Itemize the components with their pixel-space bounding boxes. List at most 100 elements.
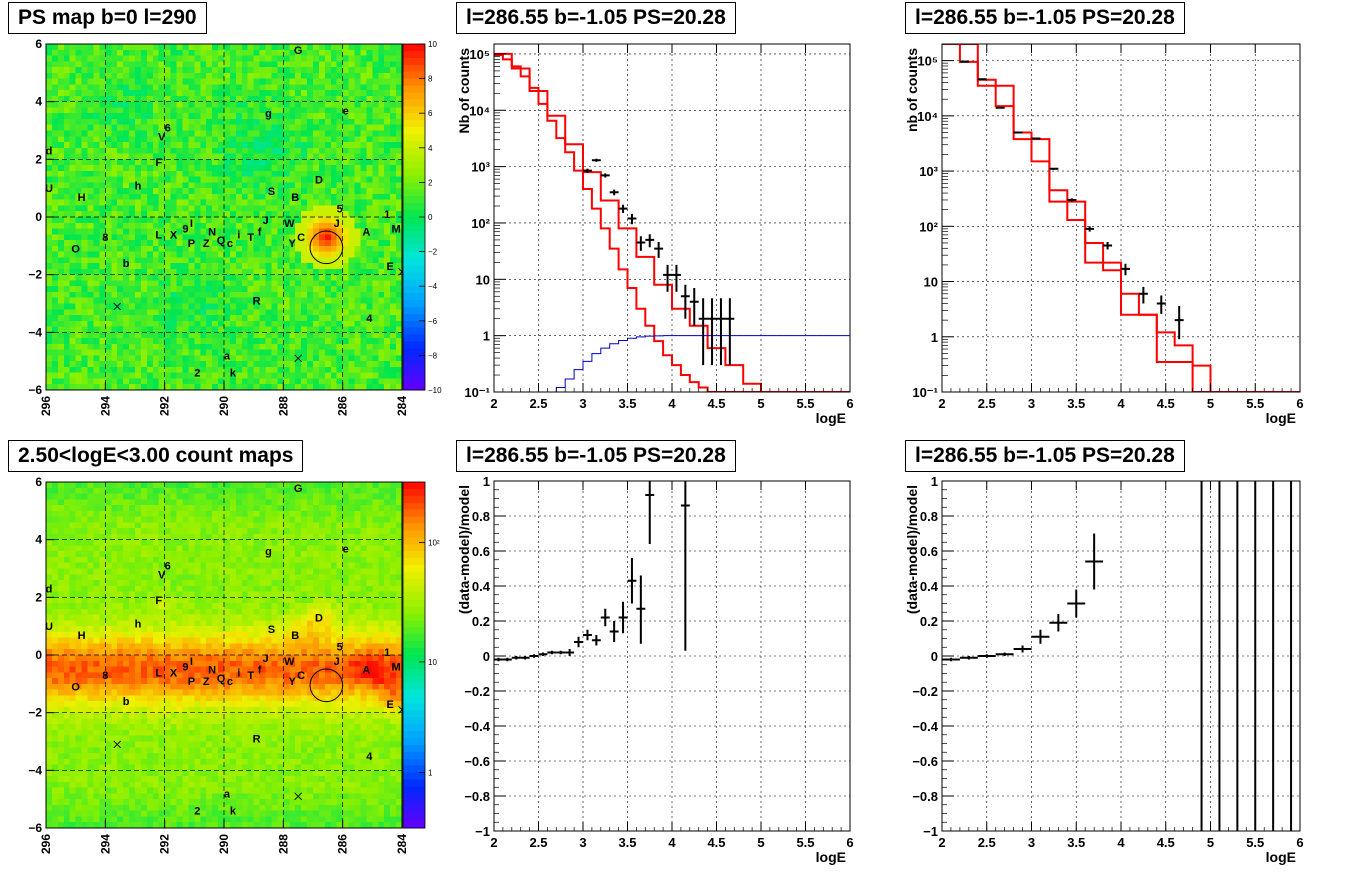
source-label: N (208, 226, 216, 238)
source-label: e (343, 543, 349, 555)
source-circle (309, 230, 344, 265)
data-point (1121, 263, 1130, 276)
y-tick-label: 0.6 (920, 544, 938, 559)
x-tick-label: 2 (938, 835, 945, 850)
source-label: M (391, 662, 400, 674)
source-label: B (291, 630, 299, 642)
y-tick-label: 10⁵ (917, 54, 938, 69)
y-tick-label: 0 (35, 648, 42, 662)
source-label: X (170, 229, 178, 241)
source-label: h (135, 618, 142, 630)
data-point (977, 654, 996, 658)
cross-marker (294, 792, 302, 801)
data-point (1085, 533, 1104, 590)
data-point (520, 656, 530, 660)
data-point (680, 284, 690, 319)
source-label: S (268, 186, 275, 198)
data-point (689, 288, 699, 326)
data-point (645, 481, 655, 544)
source-label: 6 (165, 561, 171, 573)
source-label: 8 (102, 232, 108, 244)
source-label: c (227, 238, 233, 250)
spectrum-top-mid-group: 2 2.5 3 3.5 4 4.5 5 5.5 6 10⁻¹ 1 10 10² 10³ 10⁴ 10⁵ logE… (456, 43, 854, 426)
source-label: Z (203, 238, 210, 250)
y-tick-label: 1 (931, 474, 938, 489)
data-point (672, 264, 681, 292)
colorbar-tick-label: 0 (428, 213, 433, 222)
y-tick-label: −6 (28, 821, 42, 835)
source-label: W (284, 218, 295, 230)
source-label: i (237, 667, 240, 679)
source-label: G (294, 45, 303, 57)
data-point (716, 298, 726, 366)
data-point (627, 558, 637, 604)
source-label: J (334, 218, 340, 230)
x-tick-label: 2 (490, 396, 497, 411)
y-tick-label: 10 (476, 272, 490, 287)
source-label: Q (217, 673, 226, 685)
y-tick-label: 10⁴ (917, 109, 938, 124)
colorbar-tick-label: 1 (428, 769, 433, 778)
source-label: b (123, 696, 130, 708)
data-point (680, 481, 690, 651)
source-label: H (78, 192, 86, 204)
source-label: X (170, 667, 178, 679)
residual-bottom-mid-group: 2 2.5 3 3.5 4 4.5 5 5.5 6 −1 −0.8 −0.6 −0.4 −0.2 0 0.2 0… (456, 474, 854, 865)
ps-map-title: PS map b=0 l=290 (8, 2, 207, 34)
x-tick-label: 4 (668, 396, 676, 411)
data-point (1067, 198, 1077, 202)
data-point (654, 241, 664, 258)
source-label: R (253, 296, 261, 308)
spectrum-top-right-grid (942, 44, 1300, 392)
source-label: Z (203, 676, 210, 688)
model-step-line (942, 44, 1300, 392)
y-tick-label: 10⁻¹ (464, 385, 490, 400)
y-tick-label: 10² (471, 216, 490, 231)
source-label: e (343, 105, 349, 117)
y-tick-label: 10 (924, 275, 938, 290)
x-tick-label: 292 (158, 396, 172, 416)
data-point (609, 189, 619, 196)
source-label: 4 (366, 751, 373, 763)
x-tick-label: 286 (336, 834, 350, 854)
residual-bottom-right-series (942, 481, 1293, 831)
x-tick-label: 296 (39, 396, 53, 416)
source-label: J (334, 656, 340, 668)
data-point (591, 635, 601, 646)
colorbar-tick-label: 10 (428, 658, 437, 667)
data-point (1138, 286, 1148, 304)
data-point (538, 652, 548, 656)
x-tick-label: 4.5 (1157, 396, 1175, 411)
source-label: Q (217, 235, 226, 247)
x-tick-label: 4.5 (707, 835, 725, 850)
y-tick-label: 0.8 (472, 509, 490, 524)
x-tick-label: 2 (490, 835, 497, 850)
data-point (1031, 137, 1041, 140)
y-tick-label: −2 (28, 706, 42, 720)
y-tick-label: −2 (28, 268, 42, 282)
colorbar-tick-label: 4 (428, 144, 433, 153)
source-label: A (362, 226, 370, 238)
source-label: Y (289, 238, 297, 250)
source-label: L (155, 667, 162, 679)
ps-map-colorbar (403, 44, 425, 391)
data-point (663, 264, 672, 292)
source-label: D (315, 175, 323, 187)
source-label: B (291, 192, 299, 204)
y-axis-title: (data-model)/model (904, 485, 920, 614)
x-tick-label: 3.5 (1067, 835, 1085, 850)
y-tick-label: 4 (35, 95, 42, 109)
x-tick-label: 5 (1207, 835, 1214, 850)
x-tick-label: 290 (217, 834, 231, 854)
source-label: d (46, 146, 53, 158)
data-point (556, 650, 566, 655)
residual-bottom-mid-title: l=286.55 b=-1.05 PS=20.28 (456, 440, 736, 472)
source-label: g (265, 108, 272, 120)
x-tick-label: 6 (1296, 396, 1303, 411)
data-point (583, 168, 592, 173)
colorbar-tick-label: 10 (428, 40, 437, 49)
source-label: 1 (384, 209, 390, 221)
source-label: C (297, 232, 305, 244)
